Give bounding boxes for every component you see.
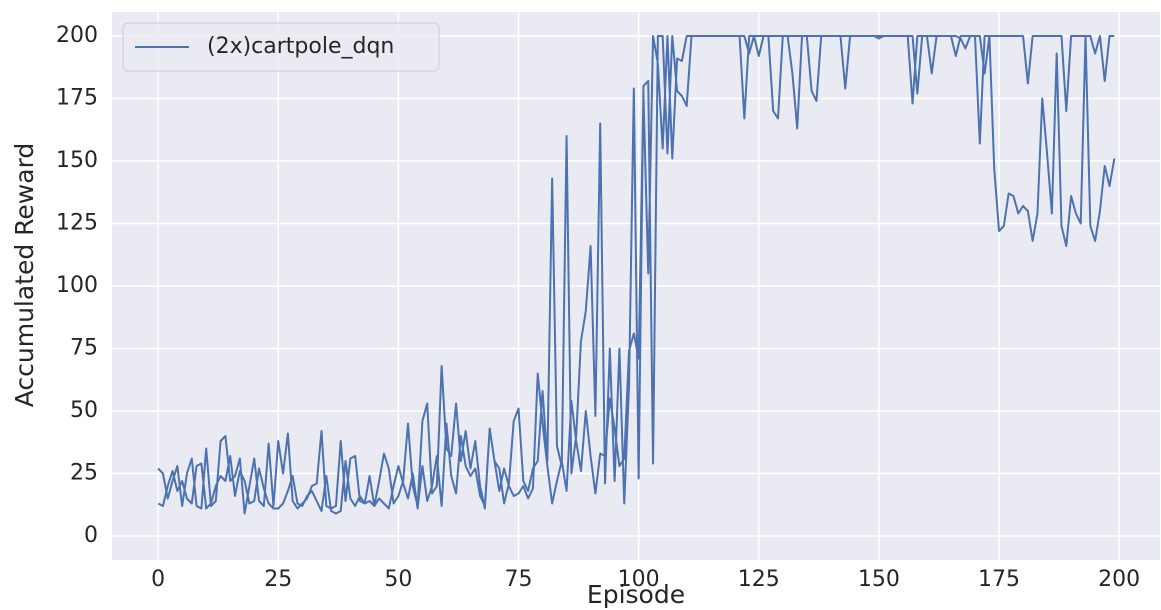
y-tick-label: 50 (70, 398, 98, 423)
x-tick-label: 150 (858, 567, 900, 592)
y-tick-label: 100 (56, 273, 98, 298)
x-tick-label: 25 (264, 567, 292, 592)
y-tick-label: 175 (56, 86, 98, 111)
y-tick-label: 0 (84, 523, 98, 548)
x-tick-label: 100 (618, 567, 660, 592)
x-tick-label: 175 (978, 567, 1020, 592)
x-tick-label: 50 (384, 567, 412, 592)
y-tick-label: 25 (70, 461, 98, 486)
x-tick-label: 75 (505, 567, 533, 592)
y-tick-label: 150 (56, 148, 98, 173)
x-tick-label: 200 (1098, 567, 1140, 592)
legend-label: (2x)cartpole_dqn (207, 34, 394, 59)
x-tick-label: 125 (738, 567, 780, 592)
x-axis-label: Episode (587, 580, 685, 609)
line (157, 35, 1116, 515)
x-tick-label: 0 (151, 567, 165, 592)
legend-box (122, 22, 440, 72)
y-axis-label: Accumulated Reward (10, 143, 39, 408)
y-tick-label: 200 (56, 23, 98, 48)
y-tick-label: 125 (56, 211, 98, 236)
y-tick-label: 75 (70, 336, 98, 361)
